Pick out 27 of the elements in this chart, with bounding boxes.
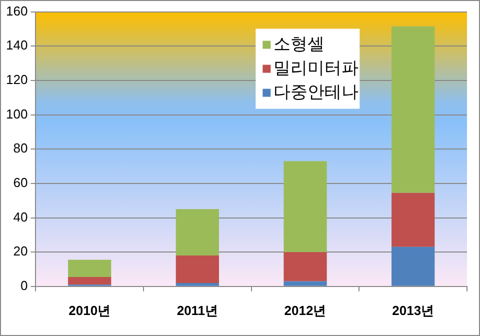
bar [176, 282, 219, 286]
y-tick-label: 100 [6, 106, 28, 122]
bar [392, 246, 435, 286]
bar [392, 192, 435, 247]
x-tick-label: 2012년 [284, 302, 326, 318]
x-tick-label: 2011년 [176, 302, 218, 318]
y-tick-label: 40 [13, 209, 28, 224]
y-tick-label: 120 [6, 72, 28, 88]
bar [284, 252, 327, 282]
x-tick-label: 2010년 [68, 302, 111, 318]
legend-label: 밀리미터파 [274, 58, 359, 78]
y-tick-label: 80 [13, 140, 28, 156]
y-tick-label: 140 [6, 38, 28, 53]
y-tick-label: 20 [13, 244, 28, 259]
bar [68, 276, 112, 285]
bar [392, 26, 435, 193]
legend-label: 다중안테나 [274, 82, 359, 102]
bar [68, 260, 112, 277]
bar [284, 281, 327, 286]
bar [284, 161, 327, 252]
x-tick-label: 2013년 [392, 302, 434, 318]
legend-label: 소형셀 [274, 34, 325, 54]
bar [176, 209, 219, 256]
bar [176, 256, 219, 283]
y-tick-label: 0 [20, 278, 28, 293]
y-tick-label: 60 [13, 175, 28, 190]
y-tick-label: 160 [6, 3, 28, 18]
